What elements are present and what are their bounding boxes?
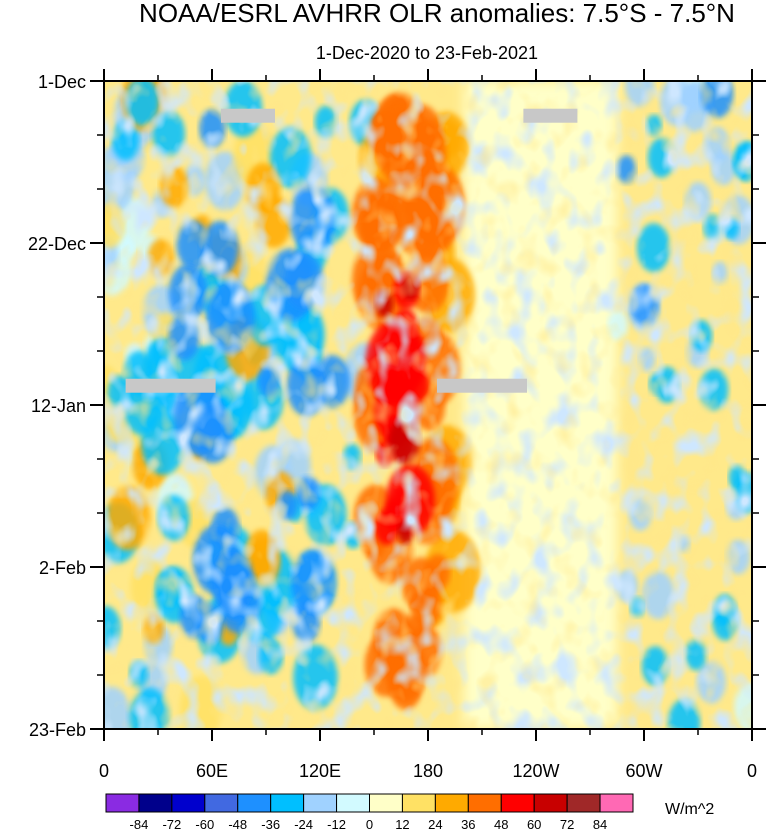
- colorbar: -84 -72 -60 -48 -36 -24 -12 0 12 24 36 48 60 72 84: [105, 793, 634, 830]
- y-tick-label: 22-Dec: [28, 234, 86, 254]
- colorbar-swatch: [138, 793, 173, 813]
- missing-data-strip: [125, 378, 216, 393]
- missing-data-strip: [523, 108, 578, 123]
- colorbar-label: -48: [228, 817, 247, 830]
- colorbar-swatch: [500, 793, 535, 813]
- y-tick-label: 1-Dec: [38, 72, 86, 92]
- colorbar-label: 36: [461, 817, 475, 830]
- x-tick-label: 120E: [299, 761, 341, 781]
- colorbar-label: -12: [327, 817, 346, 830]
- chart-title: NOAA/ESRL AVHRR OLR anomalies: 7.5°S - 7…: [139, 0, 735, 28]
- colorbar-swatch: [204, 793, 239, 813]
- x-tick-label: 60E: [196, 761, 228, 781]
- missing-data-strip: [437, 378, 527, 393]
- colorbar-swatch: [467, 793, 502, 813]
- colorbar-swatch: [369, 793, 403, 813]
- x-tick-label: 60W: [625, 761, 662, 781]
- noise-warm: [104, 81, 752, 729]
- colorbar-swatch: [401, 793, 436, 813]
- colorbar-swatch: [566, 793, 601, 813]
- colorbar-swatch: [171, 793, 206, 813]
- colorbar-label: 48: [494, 817, 508, 830]
- y-tick-label: 2-Feb: [39, 558, 86, 578]
- colorbar-swatch: [237, 793, 272, 813]
- y-tick-label: 12-Jan: [31, 396, 86, 416]
- colorbar-swatch: [303, 793, 338, 813]
- colorbar-label: -72: [162, 817, 181, 830]
- plot-area: [104, 81, 752, 729]
- colorbar-label: -24: [294, 817, 313, 830]
- axes: 0 60E 120E 180 120W 60W 0 1-Dec 22-Dec 12-Jan 2-Fe…: [28, 69, 766, 781]
- x-tick-label: 0: [747, 761, 757, 781]
- y-tick-label: 23-Feb: [29, 720, 86, 740]
- colorbar-swatch: [434, 793, 469, 813]
- x-tick-label: 0: [99, 761, 109, 781]
- colorbar-label: -36: [261, 817, 280, 830]
- colorbar-label: 0: [366, 817, 373, 830]
- colorbar-swatch: [533, 793, 568, 813]
- colorbar-label: -60: [195, 817, 214, 830]
- colorbar-label: 60: [527, 817, 541, 830]
- x-tick-label: 180: [413, 761, 443, 781]
- missing-data-strip: [221, 108, 275, 123]
- colorbar-label: 84: [593, 817, 607, 830]
- colorbar-label: 72: [560, 817, 574, 830]
- colorbar-swatch: [105, 793, 140, 813]
- colorbar-swatch: [599, 793, 634, 813]
- chart-subtitle: 1-Dec-2020 to 23-Feb-2021: [316, 43, 538, 63]
- units-label: W/m^2: [665, 801, 714, 818]
- missing-data: [125, 108, 578, 393]
- x-tick-label: 120W: [512, 761, 559, 781]
- colorbar-label: 24: [428, 817, 442, 830]
- colorbar-label: 12: [395, 817, 409, 830]
- colorbar-swatch: [270, 793, 305, 813]
- colorbar-label: -84: [130, 817, 149, 830]
- colorbar-swatch: [336, 793, 370, 813]
